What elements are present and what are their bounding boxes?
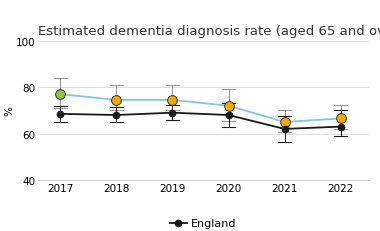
Text: Estimated dementia diagnosis rate (aged 65 and over): Estimated dementia diagnosis rate (aged … [38, 25, 380, 38]
Y-axis label: %: % [4, 106, 14, 116]
Legend: England: England [166, 214, 241, 231]
